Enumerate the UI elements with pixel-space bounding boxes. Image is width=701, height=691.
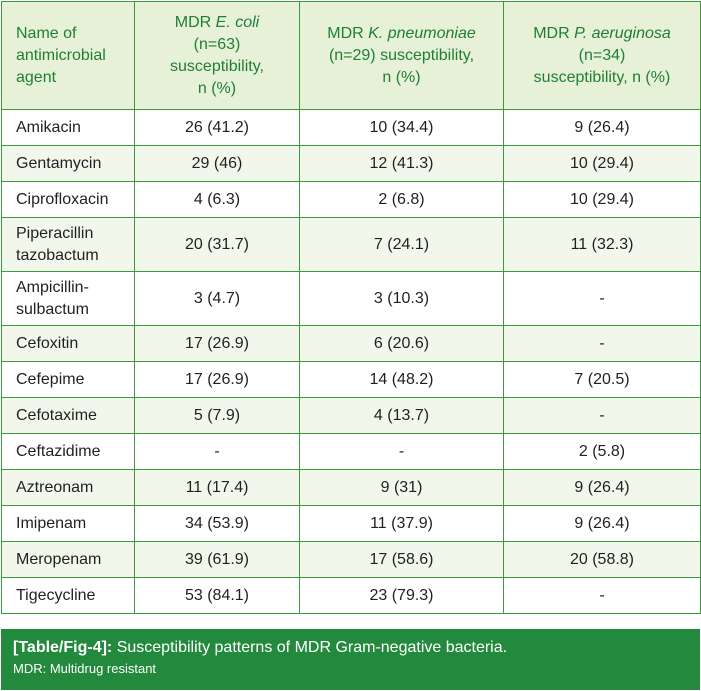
header-text: MDR	[174, 13, 216, 31]
ecoli-value-cell: 34 (53.9)	[134, 505, 300, 542]
table-row: Meropenam 39 (61.9) 17 (58.6) 20 (58.8)	[1, 541, 701, 578]
kpneumoniae-value-cell: -	[299, 433, 504, 470]
paeruginosa-value-cell: -	[503, 397, 701, 434]
ecoli-value-cell: 4 (6.3)	[134, 181, 300, 218]
table-row: Ampicillin-sulbactum 3 (4.7) 3 (10.3) -	[1, 271, 701, 326]
caption-label: [Table/Fig-4]:	[13, 639, 113, 656]
ecoli-value-cell: 17 (26.9)	[134, 361, 300, 398]
kpneumoniae-value-cell: 2 (6.8)	[299, 181, 504, 218]
agent-name-cell: Meropenam	[1, 541, 135, 578]
paeruginosa-value-cell: 9 (26.4)	[503, 469, 701, 506]
table-row: Gentamycin 29 (46) 12 (41.3) 10 (29.4)	[1, 145, 701, 182]
agent-name-cell: Ampicillin-sulbactum	[1, 271, 135, 326]
ecoli-value-cell: 53 (84.1)	[134, 577, 300, 614]
ecoli-value-cell: 26 (41.2)	[134, 109, 300, 146]
agent-name-cell: Tigecycline	[1, 577, 135, 614]
organism-name: E. coli	[215, 13, 260, 31]
agent-name-cell: Ciprofloxacin	[1, 181, 135, 218]
header-text: n (%)	[382, 68, 421, 86]
ecoli-value-cell: 5 (7.9)	[134, 397, 300, 434]
table-row: Aztreonam 11 (17.4) 9 (31) 9 (26.4)	[1, 469, 701, 506]
header-text: (n=34)	[578, 46, 626, 64]
agent-name-cell: Amikacin	[1, 109, 135, 146]
header-text: MDR	[533, 24, 575, 42]
paeruginosa-value-cell: -	[503, 325, 701, 362]
paeruginosa-value-cell: 9 (26.4)	[503, 505, 701, 542]
header-kpneumoniae: MDR K. pneumoniae (n=29) susceptibility, n…	[299, 1, 504, 110]
ecoli-value-cell: 3 (4.7)	[134, 271, 300, 326]
table-row: Cefoxitin 17 (26.9) 6 (20.6) -	[1, 325, 701, 362]
paeruginosa-value-cell: 10 (29.4)	[503, 145, 701, 182]
agent-name-cell: Aztreonam	[1, 469, 135, 506]
table-row: Ceftazidime - -2 (5.8)	[1, 433, 701, 470]
paeruginosa-value-cell: 7 (20.5)	[503, 361, 701, 398]
header-text: antimicrobial	[16, 46, 106, 64]
header-text: (n=29) susceptibility,	[328, 46, 475, 64]
susceptibility-table: Name of antimicrobial agent MDR E. coli (n=6…	[1, 1, 701, 614]
paeruginosa-value-cell: 9 (26.4)	[503, 109, 701, 146]
kpneumoniae-value-cell: 6 (20.6)	[299, 325, 504, 362]
header-text: (n=63)	[193, 35, 241, 53]
ecoli-value-cell: 29 (46)	[134, 145, 300, 182]
ecoli-value-cell: 39 (61.9)	[134, 541, 300, 578]
kpneumoniae-value-cell: 9 (31)	[299, 469, 504, 506]
figure-caption: [Table/Fig-4]: Susceptibility patterns o…	[1, 629, 700, 690]
caption-line: [Table/Fig-4]: Susceptibility patterns o…	[13, 637, 688, 659]
table-row: Imipenam 34 (53.9) 11 (37.9) 9 (26.4)	[1, 505, 701, 542]
header-paeruginosa: MDR P. aeruginosa (n=34) susceptibility, n…	[503, 1, 701, 110]
paeruginosa-value-cell: -	[503, 271, 701, 326]
paeruginosa-value-cell: 11 (32.3)	[503, 217, 701, 272]
header-text: susceptibility, n (%)	[533, 68, 671, 86]
table-row: Tigecycline 53 (84.1) 23 (79.3) -	[1, 577, 701, 614]
kpneumoniae-value-cell: 17 (58.6)	[299, 541, 504, 578]
agent-name-cell: Piperacillin tazobactum	[1, 217, 135, 272]
header-row: Name of antimicrobial agent MDR E. coli (n=6…	[1, 1, 701, 110]
kpneumoniae-value-cell: 14 (48.2)	[299, 361, 504, 398]
organism-name: P. aeruginosa	[574, 24, 671, 42]
table-body: Amikacin 26 (41.2) 10 (34.4) 9 (26.4) Gentam…	[1, 109, 701, 614]
organism-name: K. pneumoniae	[368, 24, 476, 42]
paeruginosa-value-cell: 20 (58.8)	[503, 541, 701, 578]
header-text: n (%)	[197, 79, 237, 97]
kpneumoniae-value-cell: 4 (13.7)	[299, 397, 504, 434]
paeruginosa-value-cell: -	[503, 577, 701, 614]
agent-name-cell: Cefepime	[1, 361, 135, 398]
header-text: agent	[16, 68, 57, 86]
header-ecoli: MDR E. coli (n=63) susceptibility, n (%)	[134, 1, 300, 110]
header-text: Name of	[16, 24, 77, 42]
paeruginosa-value-cell: 2 (5.8)	[503, 433, 701, 470]
table-row: Cefotaxime 5 (7.9) 4 (13.7) -	[1, 397, 701, 434]
table-row: Piperacillin tazobactum 20 (31.7) 7 (24.1) 1…	[1, 217, 701, 272]
caption-text: Susceptibility patterns of MDR Gram-nega…	[112, 639, 508, 656]
kpneumoniae-value-cell: 23 (79.3)	[299, 577, 504, 614]
table-row: Ciprofloxacin 4 (6.3) 2 (6.8) 10 (29.4)	[1, 181, 701, 218]
table-row: Cefepime 17 (26.9) 14 (48.2) 7 (20.5)	[1, 361, 701, 398]
kpneumoniae-value-cell: 7 (24.1)	[299, 217, 504, 272]
table-row: Amikacin 26 (41.2) 10 (34.4) 9 (26.4)	[1, 109, 701, 146]
header-text: MDR	[327, 24, 369, 42]
ecoli-value-cell: -	[134, 433, 300, 470]
ecoli-value-cell: 11 (17.4)	[134, 469, 300, 506]
kpneumoniae-value-cell: 10 (34.4)	[299, 109, 504, 146]
kpneumoniae-value-cell: 3 (10.3)	[299, 271, 504, 326]
agent-name-cell: Ceftazidime	[1, 433, 135, 470]
ecoli-value-cell: 17 (26.9)	[134, 325, 300, 362]
kpneumoniae-value-cell: 11 (37.9)	[299, 505, 504, 542]
ecoli-value-cell: 20 (31.7)	[134, 217, 300, 272]
agent-name-cell: Cefotaxime	[1, 397, 135, 434]
agent-name-cell: Gentamycin	[1, 145, 135, 182]
kpneumoniae-value-cell: 12 (41.3)	[299, 145, 504, 182]
agent-name-cell: Imipenam	[1, 505, 135, 542]
agent-name-cell: Cefoxitin	[1, 325, 135, 362]
table-header: Name of antimicrobial agent MDR E. coli (n=6…	[1, 1, 701, 110]
paeruginosa-value-cell: 10 (29.4)	[503, 181, 701, 218]
header-agent-name: Name of antimicrobial agent	[1, 1, 135, 110]
header-text: susceptibility,	[170, 57, 264, 75]
caption-note: MDR: Multidrug resistant	[13, 661, 157, 676]
